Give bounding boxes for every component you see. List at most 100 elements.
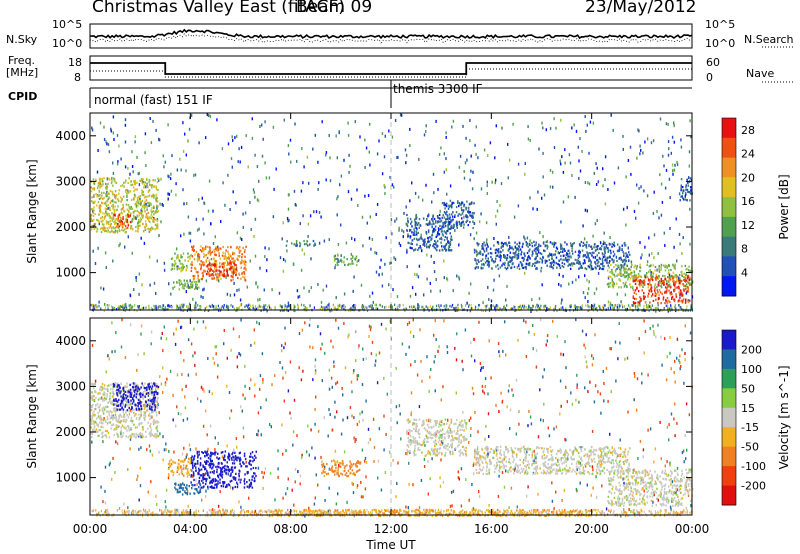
echo-cell <box>602 265 604 268</box>
data-point <box>332 345 334 349</box>
echo-cell <box>479 250 481 253</box>
data-point <box>439 476 441 480</box>
echo-cell <box>422 243 424 246</box>
data-point <box>409 144 411 147</box>
echo-cell <box>213 257 216 260</box>
echo-cell <box>452 226 455 229</box>
data-point <box>551 499 554 503</box>
data-point <box>669 463 671 467</box>
data-point <box>523 235 525 239</box>
data-point <box>399 244 402 247</box>
echo-cell <box>113 220 115 224</box>
echo-cell <box>150 211 153 214</box>
data-point <box>599 392 602 396</box>
data-point <box>504 307 506 310</box>
data-point <box>104 465 107 469</box>
echo-cell <box>180 282 183 285</box>
data-point <box>116 162 119 166</box>
echo-cell <box>170 268 173 271</box>
echo-cell <box>203 252 205 255</box>
echo-cell <box>551 255 553 258</box>
colorbar-tick-label: 28 <box>741 124 755 137</box>
data-point <box>657 303 659 307</box>
echo-cell <box>407 235 410 238</box>
echo-cell <box>526 251 529 255</box>
echo-cell <box>445 230 448 233</box>
data-point <box>149 117 151 120</box>
echo-cell <box>179 283 181 286</box>
data-point <box>175 424 177 428</box>
data-point <box>368 236 371 240</box>
data-point <box>667 153 670 157</box>
echo-cell <box>680 187 682 190</box>
echo-cell <box>406 213 408 217</box>
echo-cell <box>176 281 178 284</box>
data-point <box>443 319 445 323</box>
echo-cell <box>409 236 412 239</box>
echo-cell <box>194 267 197 270</box>
data-point <box>549 127 552 131</box>
echo-cell <box>293 243 295 246</box>
echo-cell <box>490 247 492 250</box>
data-point <box>303 252 306 256</box>
echo-cell <box>678 291 680 294</box>
data-point <box>135 416 138 420</box>
data-point <box>575 398 577 402</box>
data-point <box>432 230 434 234</box>
echo-cell <box>511 246 513 249</box>
echo-cell <box>435 221 437 224</box>
data-point <box>162 366 164 370</box>
echo-cell <box>116 229 119 233</box>
echo-cell <box>214 253 216 256</box>
data-point <box>539 231 541 235</box>
echo-cell <box>660 277 663 280</box>
echo-cell <box>90 218 92 221</box>
echo-cell <box>98 194 100 197</box>
data-point <box>542 419 544 423</box>
echo-cell <box>155 196 158 199</box>
data-point <box>680 365 682 368</box>
echo-cell <box>244 278 246 281</box>
echo-cell <box>564 241 566 244</box>
echo-cell <box>190 263 192 266</box>
data-point <box>682 449 685 453</box>
data-point <box>300 378 303 382</box>
echo-cell <box>679 282 682 285</box>
echo-cell <box>157 188 159 192</box>
echo-cell <box>112 177 115 180</box>
data-point <box>691 280 694 284</box>
echo-cell <box>105 204 108 208</box>
data-point <box>246 285 248 289</box>
echo-cell <box>480 259 482 262</box>
echo-cell <box>672 265 675 268</box>
data-point <box>129 294 132 298</box>
data-point <box>662 154 664 158</box>
data-point <box>445 157 447 161</box>
echo-cell <box>510 260 512 263</box>
data-point <box>329 413 331 416</box>
echo-cell <box>495 265 497 268</box>
data-point <box>405 161 407 165</box>
data-point <box>264 255 266 259</box>
data-point <box>303 304 305 307</box>
echo-cell <box>173 267 176 270</box>
echo-cell <box>146 205 148 208</box>
data-point <box>636 377 639 381</box>
data-point <box>289 304 291 308</box>
data-point <box>131 150 133 154</box>
data-point <box>449 304 451 308</box>
echo-cell <box>127 181 129 184</box>
echo-cell <box>104 230 106 233</box>
echo-cell <box>686 280 689 283</box>
echo-cell <box>672 276 674 279</box>
data-point <box>364 194 366 198</box>
echo-cell <box>232 278 234 281</box>
data-point <box>643 319 645 323</box>
echo-cell <box>482 247 484 250</box>
echo-cell <box>482 267 484 270</box>
echo-cell <box>226 270 228 273</box>
data-point <box>148 307 150 310</box>
echo-cell <box>481 247 483 250</box>
echo-cell <box>303 239 305 243</box>
data-point <box>358 420 360 424</box>
